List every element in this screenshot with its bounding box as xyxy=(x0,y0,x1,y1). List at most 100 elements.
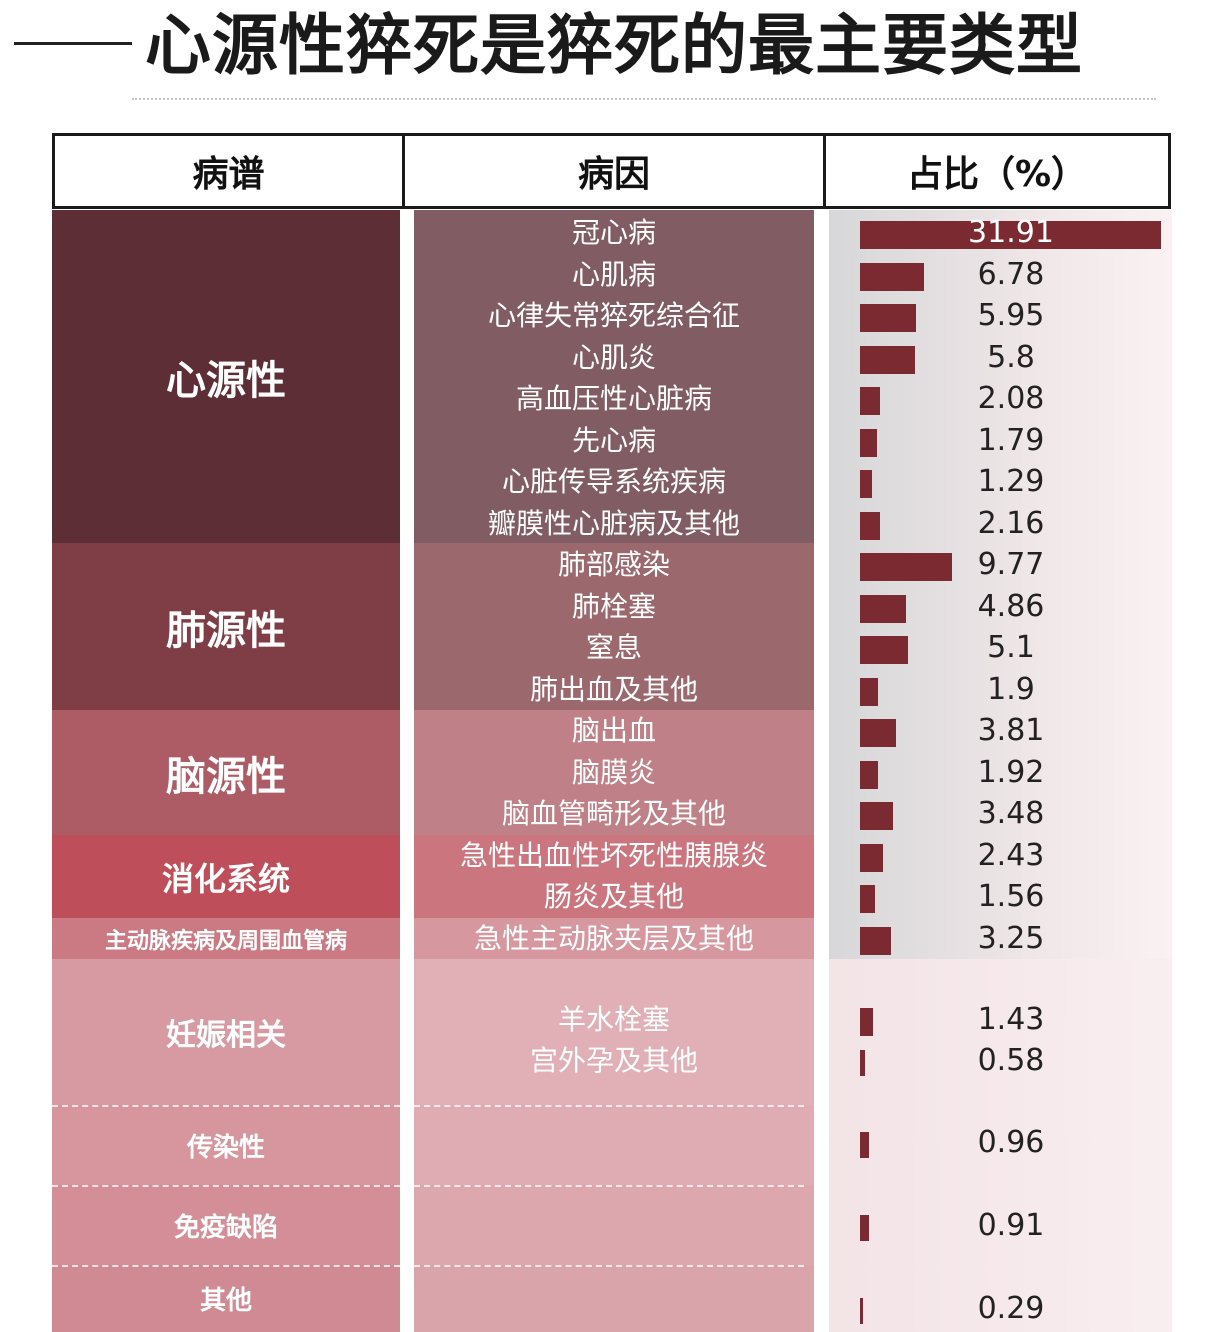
cause-band-other xyxy=(414,1265,814,1332)
bar-band-pregnancy xyxy=(829,959,1172,1105)
value-label: 3.25 xyxy=(977,920,1045,956)
value-bar xyxy=(860,470,873,498)
header-percent: 占比（%） xyxy=(826,133,1171,209)
cause-label: 冠心病 xyxy=(571,216,656,249)
cause-label: 心律失常猝死综合征 xyxy=(487,299,740,332)
cause-band-cerebral xyxy=(414,710,814,835)
bar-band-infectious xyxy=(829,1105,1172,1185)
title-rule xyxy=(14,42,132,45)
value-bar xyxy=(860,345,915,374)
value-label: 1.29 xyxy=(977,464,1045,499)
cause-band-immunodeficiency xyxy=(414,1185,814,1265)
value-bar xyxy=(860,1008,874,1036)
value-label: 9.77 xyxy=(977,547,1045,582)
dashed-divider xyxy=(414,1185,804,1187)
cause-band-pulmonary xyxy=(414,543,814,710)
cause-band-cardiac xyxy=(414,210,814,543)
cause-label: 窒息 xyxy=(585,631,642,664)
value-label: 1.92 xyxy=(977,754,1045,790)
cause-label: 脑膜炎 xyxy=(571,755,656,789)
category-cell-other: 其他 xyxy=(52,1265,400,1332)
dashed-divider xyxy=(52,1265,400,1267)
value-bar xyxy=(860,1298,863,1324)
dashed-divider xyxy=(52,1185,400,1187)
chart-title: 心源性猝死是猝死的最主要类型 xyxy=(145,7,1083,84)
value-bar xyxy=(860,221,1162,249)
value-label: 1.43 xyxy=(977,1002,1045,1037)
header-category: 病谱 xyxy=(52,133,402,209)
value-bar xyxy=(860,511,881,540)
cause-band-digestive xyxy=(414,835,814,918)
cause-label: 肺栓塞 xyxy=(571,589,656,623)
category-cell-cardiac: 心源性 xyxy=(52,210,400,543)
value-label: 6.78 xyxy=(977,256,1045,292)
value-bar xyxy=(860,553,953,581)
value-label: 3.48 xyxy=(977,796,1045,831)
cause-label: 先心病 xyxy=(571,423,656,457)
category-label: 传染性 xyxy=(186,1132,265,1163)
category-label: 主动脉疾病及周围血管病 xyxy=(104,928,347,954)
category-cell-infectious: 传染性 xyxy=(52,1105,400,1185)
value-bar xyxy=(860,428,877,457)
cause-band-pregnancy xyxy=(414,959,814,1105)
cause-label: 宫外孕及其他 xyxy=(529,1044,698,1077)
category-label: 心源性 xyxy=(166,357,286,404)
value-label: 5.8 xyxy=(987,339,1035,375)
cause-label: 羊水栓塞 xyxy=(557,1003,670,1036)
cause-band-infectious xyxy=(414,1105,814,1185)
cause-label: 急性主动脉夹层及其他 xyxy=(473,921,754,955)
value-bar xyxy=(860,719,896,747)
cause-label: 心肌炎 xyxy=(571,340,656,374)
dashed-divider xyxy=(52,1105,400,1107)
category-label: 其他 xyxy=(199,1286,252,1316)
value-label: 0.29 xyxy=(977,1291,1045,1326)
value-label: 0.91 xyxy=(977,1208,1045,1243)
value-label: 31.91 xyxy=(968,215,1054,250)
value-bar xyxy=(860,1215,869,1241)
value-label: 4.86 xyxy=(977,588,1045,624)
percent-bar-column: 31.91 6.78 5.95 5.8 2.08 1.79 1.29 2.16 9.77 4.86… xyxy=(829,210,1172,1332)
cause-label: 肺部感染 xyxy=(557,548,670,581)
bar-band-immunodeficiency xyxy=(829,1185,1172,1265)
category-cell-immunodeficiency: 免疫缺陷 xyxy=(52,1185,400,1265)
title-dotted-rule xyxy=(132,98,1156,100)
cause-band-aortic xyxy=(414,918,814,959)
value-bar xyxy=(860,304,917,332)
value-bar xyxy=(860,636,909,664)
value-bar xyxy=(860,760,879,789)
cause-label: 心肌病 xyxy=(571,257,656,291)
category-label: 消化系统 xyxy=(161,859,290,898)
value-label: 3.81 xyxy=(977,713,1045,748)
value-bar xyxy=(860,677,878,706)
value-bar xyxy=(860,843,883,872)
category-label: 妊娠相关 xyxy=(166,1018,286,1053)
value-label: 1.79 xyxy=(977,422,1045,458)
cause-column: 冠心病心肌病心律失常猝死综合征 心肌炎高血压性心脏病 先心病心脏传导系统疾病 瓣膜性心… xyxy=(414,210,814,1332)
bar-band-digestive xyxy=(829,835,1172,918)
value-label: 5.1 xyxy=(987,630,1035,665)
category-column: 心源性肺源性脑源性消化系统主动脉疾病及周围血管病妊娠相关传染性免疫缺陷其他 xyxy=(52,210,400,1332)
category-cell-digestive: 消化系统 xyxy=(52,835,400,918)
value-bar xyxy=(860,885,875,913)
cause-label: 心脏传导系统疾病 xyxy=(501,465,726,498)
value-label: 2.43 xyxy=(977,837,1045,873)
value-bar xyxy=(860,594,906,623)
cause-label: 脑出血 xyxy=(571,714,656,747)
value-bar xyxy=(860,387,880,415)
value-bar xyxy=(860,262,924,291)
category-cell-pregnancy: 妊娠相关 xyxy=(52,959,400,1105)
category-cell-pulmonary: 肺源性 xyxy=(52,543,400,710)
category-label: 免疫缺陷 xyxy=(173,1212,278,1243)
value-label: 1.56 xyxy=(977,879,1045,914)
value-label: 2.16 xyxy=(977,505,1045,541)
value-label: 0.58 xyxy=(977,1043,1045,1078)
cause-label: 瓣膜性心脏病及其他 xyxy=(487,506,740,540)
value-bar xyxy=(860,1132,870,1158)
value-label: 5.95 xyxy=(977,298,1045,333)
cause-label: 高血压性心脏病 xyxy=(515,382,712,415)
category-label: 脑源性 xyxy=(166,753,286,800)
cause-label: 急性出血性坏死性胰腺炎 xyxy=(459,838,768,872)
value-label: 1.9 xyxy=(987,671,1035,707)
value-bar xyxy=(860,926,891,955)
category-cell-aortic: 主动脉疾病及周围血管病 xyxy=(52,918,400,959)
